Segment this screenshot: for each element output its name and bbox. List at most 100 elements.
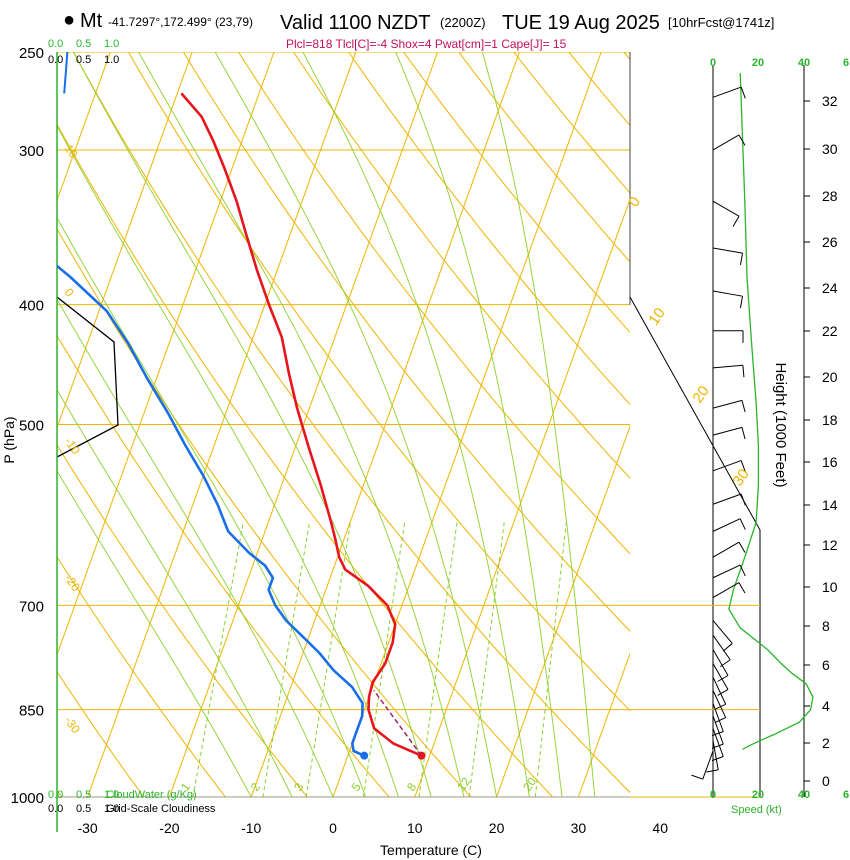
height-tick-label: 22 bbox=[822, 323, 838, 339]
height-tick-label: 32 bbox=[822, 93, 838, 109]
height-tick-label: 24 bbox=[822, 280, 838, 296]
cloud-axis-tick: 0.5 bbox=[76, 54, 91, 66]
mixing-ratio-line bbox=[362, 522, 406, 797]
mixing-ratio-line bbox=[262, 522, 310, 797]
isotherm-line bbox=[496, 424, 630, 797]
cloud-axis-tick: 1.0 bbox=[104, 54, 119, 66]
cloudwater-profile bbox=[63, 52, 69, 94]
dry-adiabat-line bbox=[57, 670, 145, 797]
axes-group: -30 -20 -10 0 10 20 30 402503004005007008501000… bbox=[11, 38, 753, 836]
dry-adiabat-line bbox=[513, 52, 630, 194]
wind-axis-tick-bottom: 40 bbox=[798, 789, 810, 801]
valid-time: Valid 1100 NZDT bbox=[280, 12, 430, 34]
wind-barb-flag bbox=[722, 643, 733, 652]
cloudwater-label: CloudWater (g/Kg) bbox=[106, 789, 197, 801]
wind-barb-flag bbox=[738, 582, 746, 594]
pressure-tick-label: 500 bbox=[19, 418, 44, 435]
wind-barb-flag bbox=[711, 731, 724, 737]
cloud-axis-tick: 1.0 bbox=[104, 789, 119, 801]
wind-barb bbox=[711, 703, 724, 737]
parcel-path bbox=[373, 689, 423, 757]
dry-adiabat-line bbox=[57, 123, 554, 797]
wind-barb-staff bbox=[712, 703, 724, 732]
height-tick-label: 16 bbox=[822, 454, 838, 470]
cloud-axis-tick: 0.5 bbox=[76, 789, 91, 801]
isotherm-line bbox=[87, 52, 357, 797]
x-tick-label: -10 bbox=[241, 820, 261, 836]
x-tick-label: 10 bbox=[407, 820, 423, 836]
forecast-info: [10hrFcst@1741z] bbox=[668, 15, 774, 30]
height-tick-label: 14 bbox=[822, 497, 838, 513]
mixing-ratio-line bbox=[305, 522, 351, 797]
dry-adiabat-line bbox=[72, 52, 630, 794]
cloud-axis-tick: 0.0 bbox=[48, 803, 63, 815]
wind-barb bbox=[712, 582, 746, 599]
temperature-line bbox=[180, 92, 423, 757]
dry-adiabat-line bbox=[237, 52, 630, 555]
wind-axis-tick-top: 20 bbox=[752, 57, 764, 69]
wind-axis-tick-bottom: 0 bbox=[710, 789, 716, 801]
cloud-axis-tick: 1.0 bbox=[104, 38, 119, 50]
wind-barb-staff bbox=[712, 460, 742, 472]
mixing-ratio-label: 12 bbox=[454, 774, 473, 793]
height-tick-label: 12 bbox=[822, 537, 838, 553]
wind-barb-staff bbox=[712, 715, 724, 745]
mixing-ratio-label: 2 bbox=[248, 780, 263, 794]
isotherm-line bbox=[57, 52, 275, 657]
wind-barb-flag bbox=[717, 689, 729, 696]
dry-adiabat-line bbox=[347, 52, 630, 406]
valid-date: TUE 19 Aug 2025 bbox=[502, 12, 660, 34]
height-tick-label: 10 bbox=[822, 579, 838, 595]
moist-adiabat-line bbox=[138, 52, 465, 797]
dry-adiabat-line bbox=[127, 52, 630, 712]
wind-barb-flag bbox=[738, 541, 746, 553]
height-axis-title: Height (1000 Feet) bbox=[772, 362, 789, 487]
wind-barb bbox=[712, 541, 746, 558]
wind-barb-flag bbox=[739, 296, 744, 309]
wind-barb-staff bbox=[712, 740, 719, 771]
wind-barb-staff bbox=[712, 649, 729, 676]
x-tick-label: 20 bbox=[489, 820, 505, 836]
wind-panel: 0020204040660246810121416182022242628303… bbox=[629, 57, 849, 801]
dry-adiabat-line bbox=[182, 52, 630, 632]
station-name: Mt bbox=[80, 10, 103, 32]
wind-barb bbox=[712, 134, 746, 151]
dry-adiabat-line bbox=[57, 227, 472, 797]
y-axis-title: P (hPa) bbox=[1, 416, 17, 463]
height-tick-label: 6 bbox=[822, 657, 830, 673]
zulu-time: (2200Z) bbox=[440, 15, 486, 30]
wind-barb-flag bbox=[739, 253, 744, 266]
pressure-tick-label: 300 bbox=[19, 143, 44, 160]
wind-barb-flag bbox=[738, 134, 746, 146]
wind-barb-staff bbox=[712, 564, 741, 579]
moist-adiabat-line bbox=[214, 52, 498, 797]
mixing-ratio-label: 3 bbox=[291, 780, 306, 794]
wind-axis-tick-top: 6 bbox=[843, 57, 849, 69]
isotherm-label-right: 30 bbox=[729, 466, 752, 489]
wind-barb-flag bbox=[741, 427, 746, 440]
wind-barb-flag bbox=[691, 774, 703, 780]
wind-barb bbox=[712, 200, 740, 227]
mixing-ratio-line bbox=[192, 522, 244, 797]
wind-barb bbox=[712, 426, 746, 440]
isotherm-line bbox=[57, 52, 111, 202]
wind-barb-staff bbox=[712, 634, 731, 661]
wind-barb-staff bbox=[712, 290, 743, 297]
wind-barb-flag bbox=[711, 756, 724, 762]
pressure-tick-label: 250 bbox=[19, 45, 44, 62]
wind-barb-flag bbox=[740, 460, 746, 472]
wind-barb bbox=[712, 247, 744, 266]
dry-adiabat-line bbox=[57, 443, 308, 797]
wind-speed-line bbox=[728, 73, 814, 750]
mixing-ratio-label: 5 bbox=[348, 780, 363, 794]
wind-barb-staff bbox=[712, 86, 742, 98]
background-lines bbox=[57, 52, 630, 797]
height-tick-label: 0 bbox=[822, 773, 830, 789]
x-tick-label: -30 bbox=[77, 820, 97, 836]
wind-barb-staff bbox=[712, 690, 727, 718]
height-tick-label: 18 bbox=[822, 412, 838, 428]
isotherm-line bbox=[168, 52, 439, 797]
reference-curve bbox=[57, 296, 119, 458]
x-tick-label: 40 bbox=[652, 820, 668, 836]
wind-barb bbox=[706, 740, 719, 773]
